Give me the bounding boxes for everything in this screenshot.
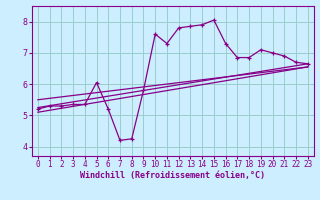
- X-axis label: Windchill (Refroidissement éolien,°C): Windchill (Refroidissement éolien,°C): [80, 171, 265, 180]
